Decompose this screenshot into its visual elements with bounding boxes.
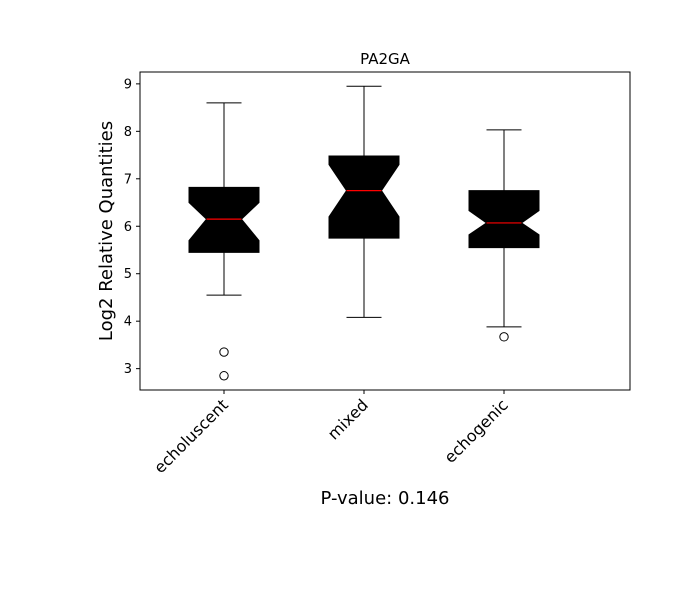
x-axis-label: P-value: 0.146 [321, 488, 450, 509]
outlier-point [219, 371, 229, 381]
y-tick-label: 4 [124, 315, 132, 330]
plot-area: 3 4 5 6 7 8 9 echoluscent mixed echogenic [124, 71, 631, 477]
y-tick-label: 7 [124, 172, 132, 187]
notched-box [188, 186, 260, 253]
y-tick-label: 6 [124, 220, 132, 235]
y-tick-label: 8 [124, 125, 132, 140]
notched-box [468, 190, 540, 249]
x-tick-label: echogenic [440, 395, 511, 466]
chart-title: PA2GA [360, 50, 411, 68]
y-tick-label: 9 [124, 77, 132, 92]
y-tick-label: 5 [124, 267, 132, 282]
outlier-point [219, 347, 229, 357]
y-tick-label: 3 [124, 362, 132, 377]
axes-frame [139, 71, 631, 391]
outlier-point [499, 332, 509, 342]
x-tick-label: echoluscent [150, 395, 232, 477]
x-tick-label: mixed [324, 395, 372, 443]
y-axis-label: Log2 Relative Quantities [96, 121, 117, 341]
notched-box [328, 155, 400, 239]
